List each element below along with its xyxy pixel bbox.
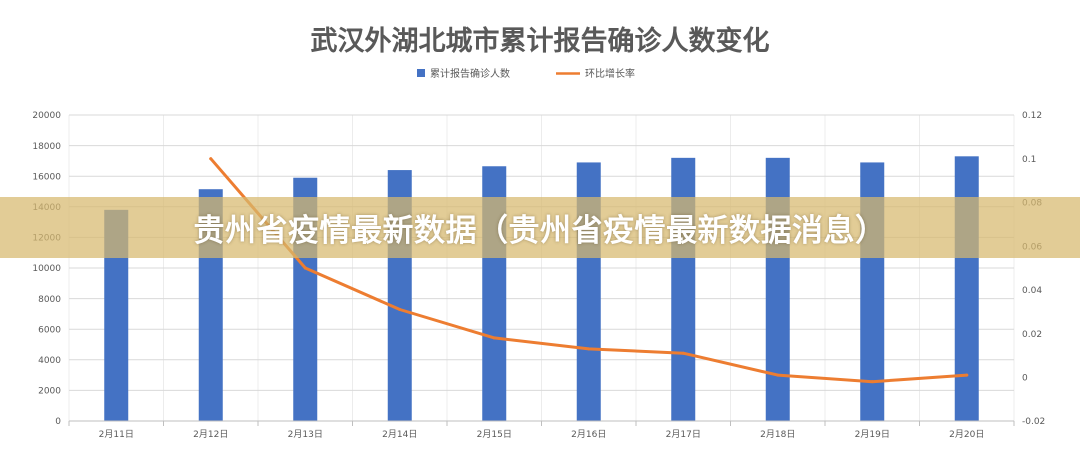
x-tick-label: 2月19日 — [855, 429, 890, 440]
x-tick-label: 2月13日 — [288, 429, 323, 440]
line-point — [303, 266, 307, 270]
y2-tick-label: 0.12 — [1022, 111, 1042, 121]
x-tick-label: 2月14日 — [382, 429, 417, 440]
y-tick-label: 16000 — [32, 172, 61, 182]
y-tick-label: 4000 — [38, 356, 61, 366]
x-tick-label: 2月20日 — [949, 429, 984, 440]
legend-swatch-bar — [417, 69, 425, 77]
line-point — [587, 347, 591, 351]
line-series — [209, 157, 969, 384]
legend-label-bar: 累计报告确诊人数 — [430, 67, 510, 80]
x-tick-label: 2月17日 — [666, 429, 701, 440]
y-tick-label: 2000 — [38, 387, 61, 397]
y-tick-label: 8000 — [38, 295, 61, 305]
bar — [954, 156, 979, 421]
line-point — [398, 308, 402, 312]
y-tick-label: 6000 — [38, 325, 61, 335]
banner-text: 贵州省疫情最新数据（贵州省疫情最新数据消息） — [193, 213, 887, 249]
y-tick-label: 20000 — [32, 111, 61, 121]
y2-tick-label: 0 — [1022, 373, 1028, 383]
x-tick-label: 2月16日 — [571, 429, 606, 440]
y2-tick-label: 0.1 — [1022, 155, 1036, 165]
x-tick-label: 2月12日 — [193, 429, 228, 440]
y2-tick-label: -0.02 — [1022, 417, 1045, 427]
y-tick-label: 18000 — [32, 142, 61, 152]
legend: 累计报告确诊人数 环比增长率 — [417, 67, 635, 80]
y-tick-label: 10000 — [32, 264, 61, 274]
x-tick-label: 2月18日 — [760, 429, 795, 440]
line-point — [209, 157, 213, 161]
x-tick-label: 2月15日 — [477, 429, 512, 440]
line-point — [965, 373, 969, 377]
line-point — [776, 373, 780, 377]
line-point — [870, 380, 874, 384]
y-tick-label: 0 — [55, 417, 61, 427]
overlay-banner: 贵州省疫情最新数据（贵州省疫情最新数据消息） — [0, 197, 1080, 258]
chart-title: 武汉外湖北城市累计报告确诊人数变化 — [311, 25, 770, 57]
x-tick-label: 2月11日 — [99, 429, 134, 440]
axes — [68, 420, 1015, 426]
line-point — [681, 351, 685, 355]
line-point — [492, 336, 496, 340]
legend-label-line: 环比增长率 — [585, 67, 635, 80]
y2-tick-label: 0.04 — [1022, 286, 1042, 296]
y2-tick-label: 0.02 — [1022, 330, 1042, 340]
